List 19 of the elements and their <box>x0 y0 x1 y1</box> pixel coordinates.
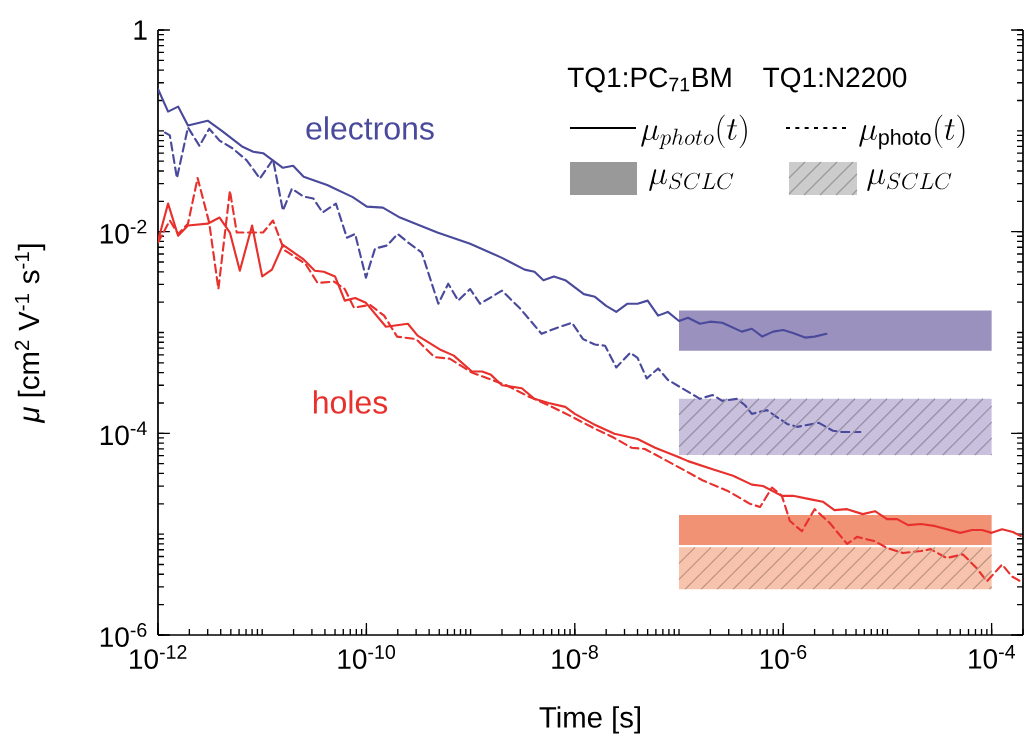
y-tick-label: 10$^{-2}$ <box>100 219 147 244</box>
y-tick-label: 10$^{-6}$ <box>100 623 147 647</box>
y-axis-title: μ [cm$^{2}$ V$^{-1}$ s$^{-1}$] <box>14 244 46 424</box>
x-tick-label: 10$^{-8}$ <box>552 645 598 670</box>
annotation: $\mu_{SCLC}$ <box>649 169 734 192</box>
y-tick-label: 10$^{-4}$ <box>100 421 147 446</box>
x-tick-label: 10$^{-12}$ <box>130 645 187 670</box>
series-label: holes <box>313 390 388 414</box>
series-label: electrons <box>306 116 434 140</box>
y-tick-label: 1 <box>134 20 147 40</box>
annotation: $\mu_{SCLC}$ <box>867 169 952 192</box>
annotation: TQ1:N2200 <box>763 67 907 93</box>
annotation: $\mu_{photo}(t)$ <box>641 114 747 150</box>
annotation: $\mu_{\mathrm{photo}}(t)$ <box>859 114 965 150</box>
x-tick-label: 10$^{-4}$ <box>969 645 1016 669</box>
x-tick-label: 10$^{-6}$ <box>760 645 807 670</box>
x-tick-label: 10$^{-10}$ <box>338 645 396 670</box>
annotation: TQ1:PC$_{71}$BM <box>567 67 731 93</box>
x-axis-title: Time [s] <box>539 706 640 734</box>
